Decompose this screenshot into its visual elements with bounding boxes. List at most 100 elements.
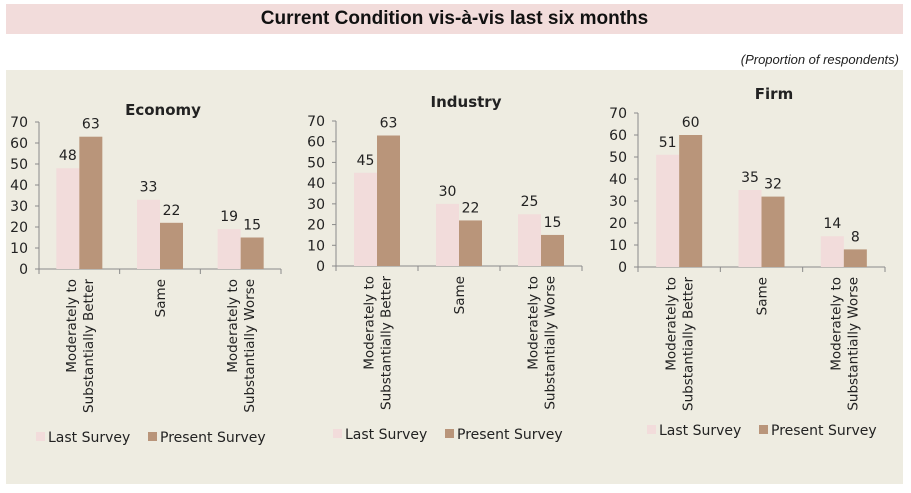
x-tick-label: Same bbox=[755, 277, 771, 315]
x-tick-label: Moderately to Substantially Worse bbox=[828, 277, 861, 411]
y-tick-label: 40 bbox=[307, 176, 325, 192]
chart-panels bbox=[6, 70, 903, 484]
legend-label: Present Survey bbox=[771, 423, 877, 439]
y-tick-label: 20 bbox=[10, 220, 28, 236]
legend-label: Present Survey bbox=[457, 427, 563, 443]
data-label: 14 bbox=[823, 216, 841, 232]
data-label: 63 bbox=[82, 117, 100, 133]
y-tick-label: 30 bbox=[307, 197, 325, 213]
y-tick-label: 20 bbox=[307, 218, 325, 234]
y-tick-label: 0 bbox=[618, 260, 627, 276]
y-tick-label: 50 bbox=[609, 150, 627, 166]
x-tick-label-line: Moderately to bbox=[664, 277, 680, 371]
bar bbox=[436, 203, 459, 266]
data-label: 15 bbox=[544, 215, 562, 231]
data-label: 60 bbox=[682, 115, 700, 131]
data-label: 32 bbox=[764, 177, 782, 193]
bar bbox=[79, 136, 103, 269]
bar bbox=[217, 229, 241, 269]
y-tick-label: 60 bbox=[10, 136, 28, 152]
bar bbox=[354, 172, 377, 266]
bar bbox=[843, 249, 867, 267]
y-tick-label: 60 bbox=[609, 128, 627, 144]
data-label: 22 bbox=[163, 203, 181, 219]
y-tick-label: 10 bbox=[10, 241, 28, 257]
bar bbox=[137, 199, 160, 269]
page-title: Current Condition vis-à-vis last six mon… bbox=[260, 8, 649, 29]
y-tick-label: 0 bbox=[316, 259, 325, 275]
data-label: 8 bbox=[851, 229, 860, 245]
legend-swatch bbox=[445, 429, 454, 438]
legend-swatch bbox=[333, 429, 342, 438]
bar bbox=[56, 168, 80, 269]
x-tick-label-line: Moderately to bbox=[362, 276, 378, 370]
data-label: 48 bbox=[59, 148, 77, 164]
bar bbox=[820, 236, 844, 267]
legend-label: Last Survey bbox=[345, 427, 427, 443]
x-tick-label-line: Moderately to bbox=[225, 279, 241, 373]
bar bbox=[761, 196, 785, 267]
data-label: 22 bbox=[462, 200, 480, 216]
data-label: 19 bbox=[220, 209, 238, 225]
x-tick-label-line: Same bbox=[153, 279, 169, 317]
chart-title: Firm bbox=[755, 85, 793, 103]
y-tick-label: 70 bbox=[10, 115, 28, 131]
bar bbox=[541, 234, 564, 266]
title-band: Current Condition vis-à-vis last six mon… bbox=[6, 4, 903, 34]
y-tick-label: 30 bbox=[609, 194, 627, 210]
x-tick-label-line: Substantially Worse bbox=[845, 277, 861, 411]
legend-swatch bbox=[759, 425, 768, 434]
y-tick-label: 0 bbox=[19, 262, 28, 278]
x-tick-label-line: Substantially Worse bbox=[543, 276, 559, 410]
x-tick-label-line: Substantially Worse bbox=[242, 279, 258, 413]
data-label: 25 bbox=[521, 194, 539, 210]
chart-title: Economy bbox=[125, 101, 201, 119]
x-tick-label-line: Moderately to bbox=[828, 277, 844, 371]
bar bbox=[377, 135, 400, 266]
x-tick-label: Moderately to Substantially Better bbox=[664, 277, 697, 411]
legend-label: Last Survey bbox=[48, 430, 130, 446]
data-label: 51 bbox=[659, 135, 677, 151]
legend-swatch bbox=[36, 432, 45, 441]
y-tick-label: 40 bbox=[609, 172, 627, 188]
bar bbox=[160, 222, 183, 269]
y-tick-label: 10 bbox=[609, 238, 627, 254]
x-tick-label-line: Substantially Better bbox=[379, 276, 395, 410]
x-tick-label: Moderately to Substantially Better bbox=[362, 276, 395, 410]
legend-label: Present Survey bbox=[160, 430, 266, 446]
x-tick-label: Moderately to Substantially Worse bbox=[225, 279, 258, 413]
bar bbox=[240, 237, 264, 269]
x-tick-label-line: Same bbox=[755, 277, 771, 315]
data-label: 15 bbox=[243, 218, 261, 234]
units-note: (Proportion of respondents) bbox=[740, 52, 899, 67]
y-tick-label: 40 bbox=[10, 178, 28, 194]
legend-swatch bbox=[148, 432, 157, 441]
x-tick-label-line: Moderately to bbox=[64, 279, 80, 373]
x-tick-label-line: Substantially Better bbox=[81, 279, 97, 413]
y-tick-label: 70 bbox=[609, 106, 627, 122]
y-tick-label: 50 bbox=[10, 157, 28, 173]
data-label: 30 bbox=[439, 184, 457, 200]
y-tick-label: 10 bbox=[307, 238, 325, 254]
legend-swatch bbox=[647, 425, 656, 434]
x-tick-label: Moderately to Substantially Better bbox=[64, 279, 97, 413]
bar bbox=[738, 190, 762, 267]
legend-label: Last Survey bbox=[659, 423, 741, 439]
y-tick-label: 20 bbox=[609, 216, 627, 232]
data-label: 33 bbox=[140, 180, 158, 196]
bar bbox=[679, 135, 703, 267]
x-tick-label-line: Same bbox=[452, 276, 468, 314]
y-tick-label: 60 bbox=[307, 135, 325, 151]
data-label: 45 bbox=[357, 153, 375, 169]
bar bbox=[459, 220, 482, 266]
data-label: 63 bbox=[380, 116, 398, 132]
chart-title: Industry bbox=[431, 93, 502, 111]
bar bbox=[656, 154, 680, 267]
y-tick-label: 30 bbox=[10, 199, 28, 215]
x-tick-label: Same bbox=[153, 279, 169, 317]
data-label: 35 bbox=[741, 170, 759, 186]
x-tick-label: Moderately to Substantially Worse bbox=[526, 276, 559, 410]
